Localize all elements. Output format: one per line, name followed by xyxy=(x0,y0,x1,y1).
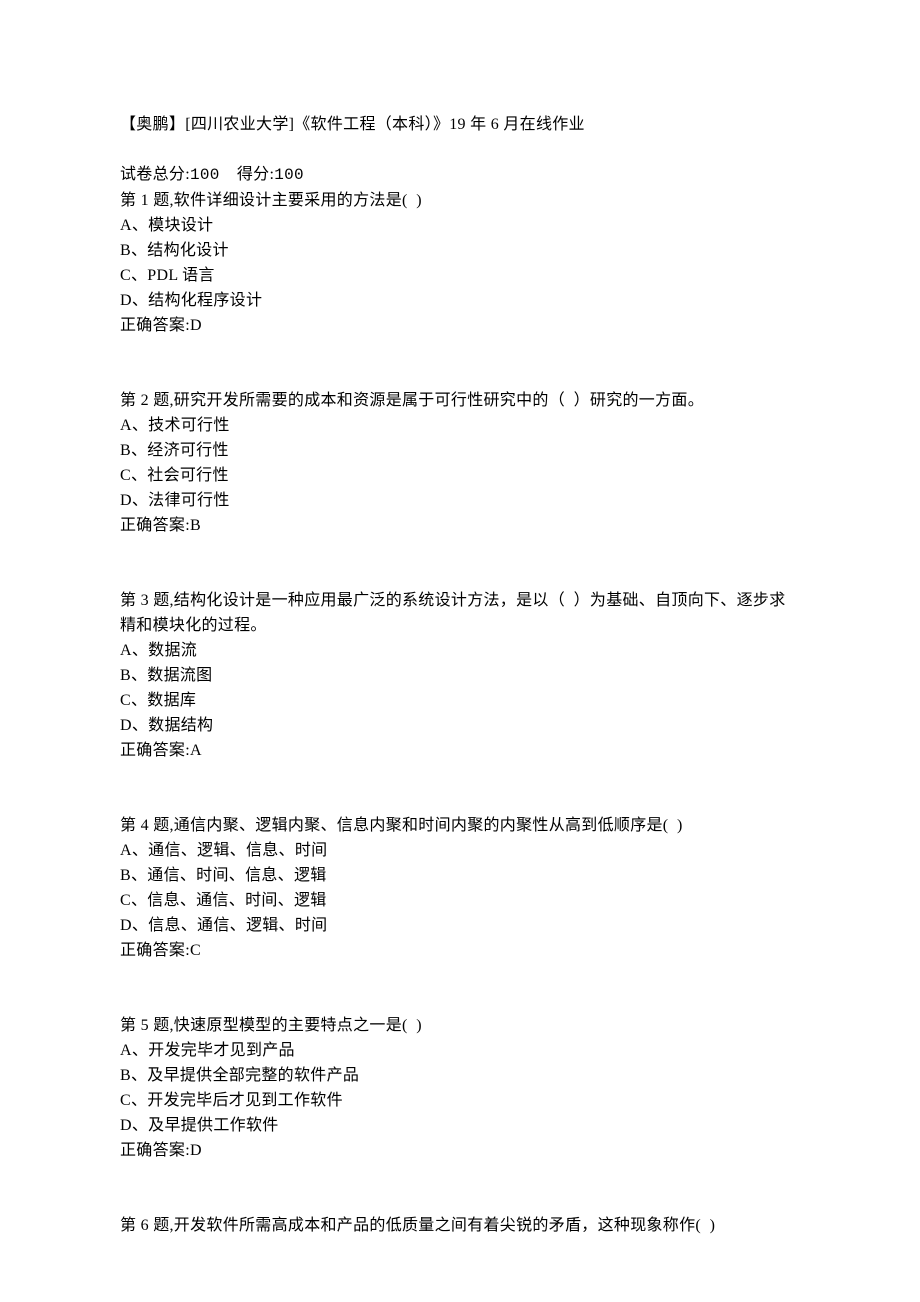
question-option: C、PDL 语言 xyxy=(120,263,800,288)
question-option: A、开发完毕才见到产品 xyxy=(120,1038,800,1063)
question-option: A、模块设计 xyxy=(120,213,800,238)
answer-label: 正确答案: xyxy=(120,742,190,759)
obtained-score-value: 100 xyxy=(274,166,304,184)
question-option: C、数据库 xyxy=(120,688,800,713)
question-option: B、数据流图 xyxy=(120,663,800,688)
question-option: C、开发完毕后才见到工作软件 xyxy=(120,1088,800,1113)
question-answer: 正确答案:A xyxy=(120,738,800,763)
question-option: D、数据结构 xyxy=(120,713,800,738)
question-option: D、及早提供工作软件 xyxy=(120,1113,800,1138)
question-option: C、社会可行性 xyxy=(120,463,800,488)
answer-value: B xyxy=(190,517,201,534)
question-stem: 第 3 题,结构化设计是一种应用最广泛的系统设计方法，是以（ ）为基础、自顶向下… xyxy=(120,588,800,638)
total-score-value: 100 xyxy=(190,166,220,184)
question-answer: 正确答案:B xyxy=(120,513,800,538)
question-option: B、通信、时间、信息、逻辑 xyxy=(120,863,800,888)
question-list: 第 1 题,软件详细设计主要采用的方法是( )A、模块设计B、结构化设计C、PD… xyxy=(120,188,800,1238)
total-score-label: 试卷总分: xyxy=(120,166,190,183)
question-stem: 第 6 题,开发软件所需高成本和产品的低质量之间有着尖锐的矛盾，这种现象称作( … xyxy=(120,1213,800,1238)
question-stem: 第 1 题,软件详细设计主要采用的方法是( ) xyxy=(120,188,800,213)
question-option: B、及早提供全部完整的软件产品 xyxy=(120,1063,800,1088)
question-option: A、通信、逻辑、信息、时间 xyxy=(120,838,800,863)
page-title: 【奥鹏】[四川农业大学]《软件工程（本科）》19 年 6 月在线作业 xyxy=(120,112,800,137)
obtained-score-label: 得分: xyxy=(237,166,274,183)
question-option: D、结构化程序设计 xyxy=(120,288,800,313)
score-line: 试卷总分:100 得分:100 xyxy=(120,137,800,188)
answer-label: 正确答案: xyxy=(120,942,190,959)
question-answer: 正确答案:D xyxy=(120,313,800,338)
question-answer: 正确答案:C xyxy=(120,938,800,963)
question-option: A、数据流 xyxy=(120,638,800,663)
question-answer: 正确答案:D xyxy=(120,1138,800,1163)
answer-label: 正确答案: xyxy=(120,317,190,334)
question-stem: 第 2 题,研究开发所需要的成本和资源是属于可行性研究中的（ ）研究的一方面。 xyxy=(120,388,800,413)
answer-value: D xyxy=(190,1142,202,1159)
question-stem: 第 4 题,通信内聚、逻辑内聚、信息内聚和时间内聚的内聚性从高到低顺序是( ) xyxy=(120,813,800,838)
question-option: A、技术可行性 xyxy=(120,413,800,438)
question-option: C、信息、通信、时间、逻辑 xyxy=(120,888,800,913)
question-option: B、结构化设计 xyxy=(120,238,800,263)
answer-label: 正确答案: xyxy=(120,517,190,534)
answer-value: A xyxy=(190,742,202,759)
question-option: D、信息、通信、逻辑、时间 xyxy=(120,913,800,938)
answer-value: C xyxy=(190,942,201,959)
answer-label: 正确答案: xyxy=(120,1142,190,1159)
answer-value: D xyxy=(190,317,202,334)
score-gap xyxy=(220,166,237,183)
question-stem: 第 5 题,快速原型模型的主要特点之一是( ) xyxy=(120,1013,800,1038)
question-option: D、法律可行性 xyxy=(120,488,800,513)
question-option: B、经济可行性 xyxy=(120,438,800,463)
